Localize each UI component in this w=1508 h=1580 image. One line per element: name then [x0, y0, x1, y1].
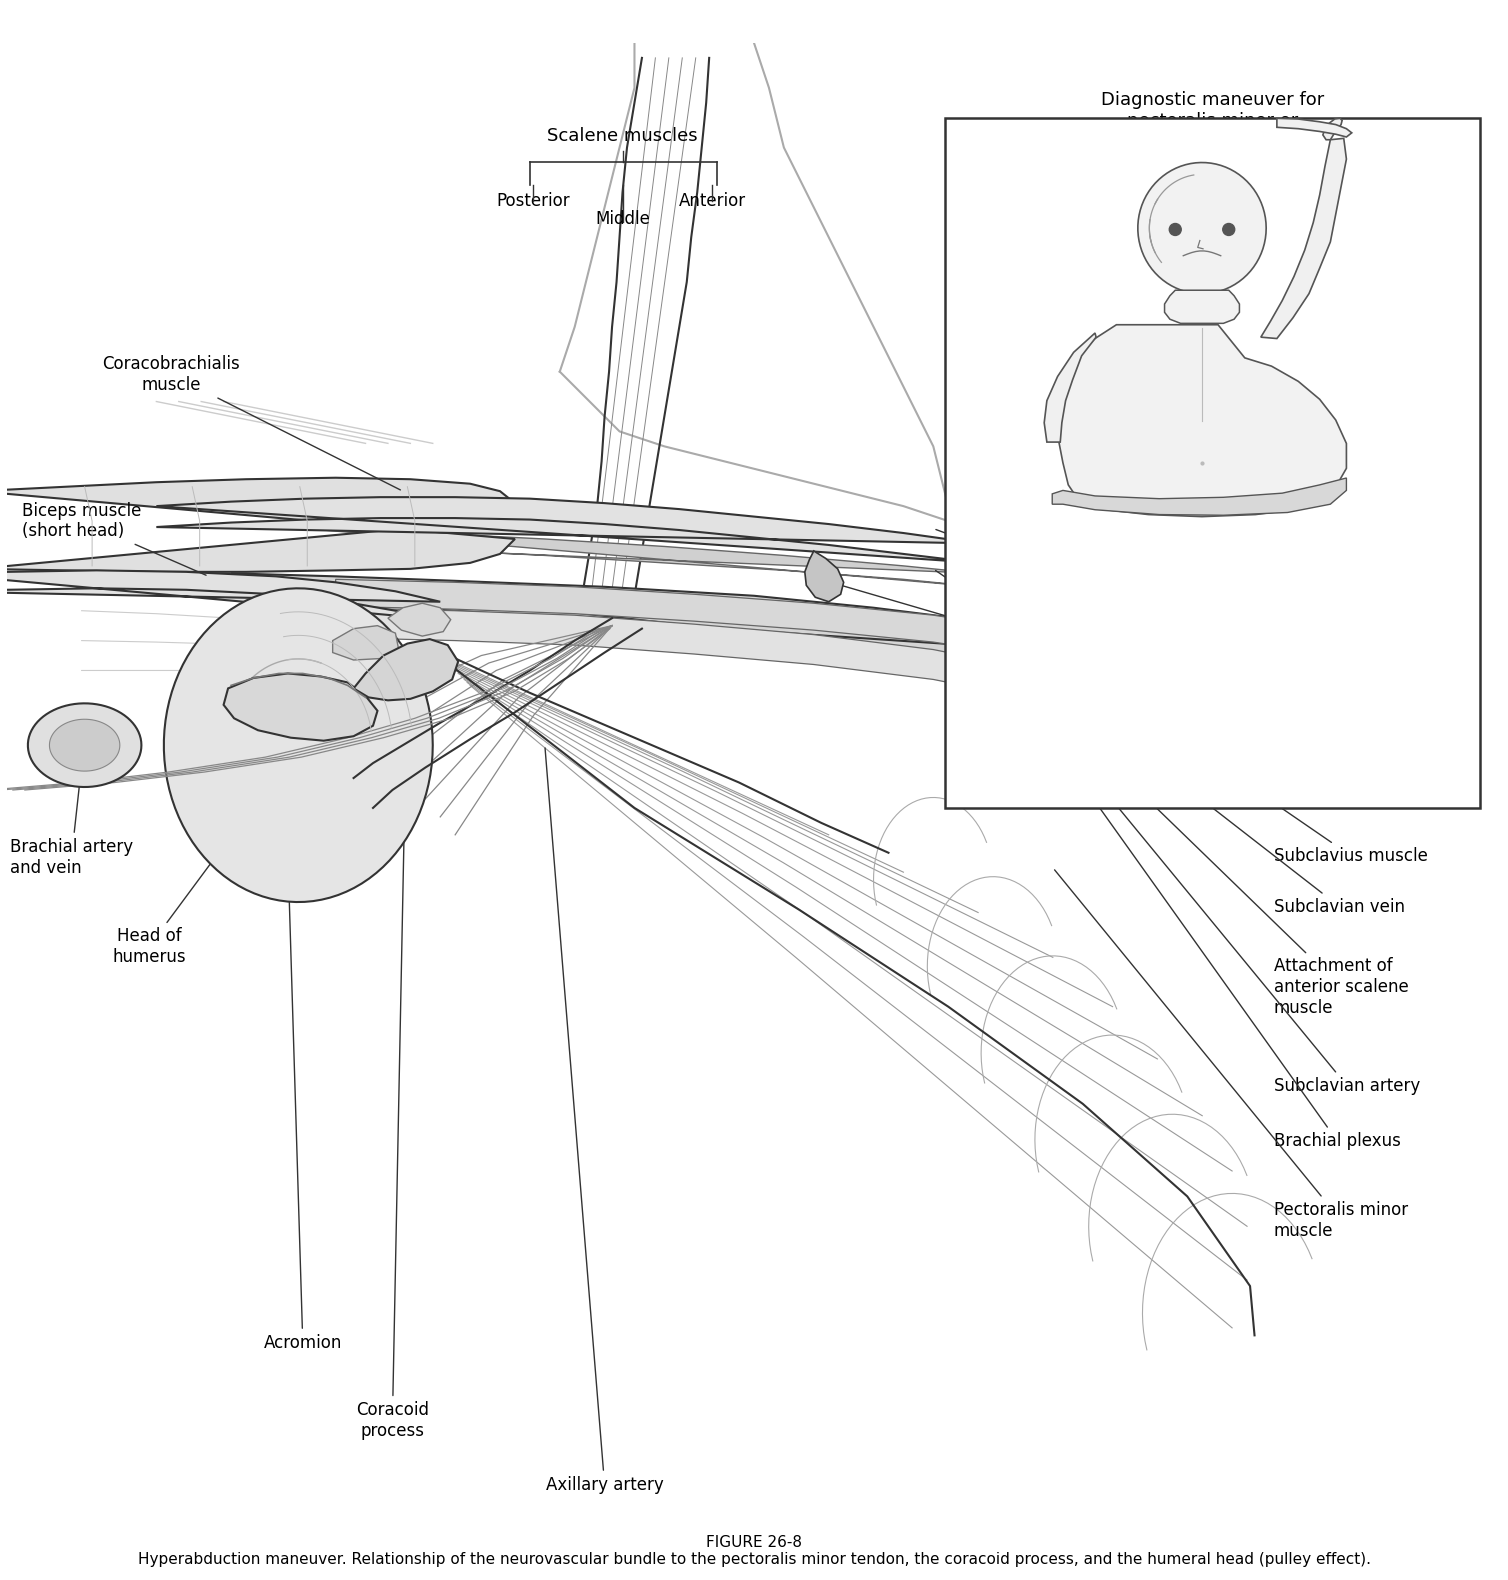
Polygon shape [1057, 325, 1347, 517]
Polygon shape [0, 570, 440, 619]
Polygon shape [353, 638, 458, 700]
Polygon shape [164, 588, 433, 902]
Polygon shape [306, 529, 979, 586]
Polygon shape [0, 477, 514, 572]
Text: Acromion: Acromion [264, 709, 342, 1352]
Text: Diagnostic maneuver for
pectoralis minor or
humeral head syndrome: Diagnostic maneuver for pectoralis minor… [1101, 90, 1324, 150]
Text: Subclavian vein: Subclavian vein [980, 627, 1405, 915]
Polygon shape [223, 673, 377, 741]
Text: Costoclavicular
ligament: Costoclavicular ligament [828, 581, 1401, 749]
Polygon shape [231, 574, 1187, 683]
Circle shape [1169, 223, 1181, 235]
Polygon shape [157, 498, 979, 562]
Text: Biceps muscle
(short head): Biceps muscle (short head) [23, 502, 207, 575]
Bar [946, 117, 1481, 807]
Text: Head of
humerus: Head of humerus [112, 747, 297, 967]
Polygon shape [336, 580, 1022, 656]
Circle shape [1223, 223, 1235, 235]
Text: Subclavius muscle: Subclavius muscle [935, 570, 1428, 864]
Polygon shape [50, 719, 119, 771]
Polygon shape [805, 551, 843, 602]
Text: First rib: First rib [1041, 649, 1336, 811]
Text: FIGURE 26-8
Hyperabduction maneuver. Relationship of the neurovascular bundle to: FIGURE 26-8 Hyperabduction maneuver. Rel… [137, 1534, 1371, 1567]
Polygon shape [1044, 333, 1096, 442]
Text: Axillary artery: Axillary artery [544, 747, 664, 1493]
Polygon shape [388, 604, 451, 637]
Polygon shape [336, 608, 1022, 697]
Text: Brachial artery
and vein: Brachial artery and vein [11, 741, 133, 877]
Text: Subclavian artery: Subclavian artery [1010, 676, 1421, 1095]
Polygon shape [1053, 479, 1347, 515]
Polygon shape [1261, 139, 1347, 338]
Text: Middle: Middle [596, 210, 650, 228]
Polygon shape [29, 703, 142, 787]
Text: Coracoid
process: Coracoid process [356, 670, 428, 1439]
Text: Clavicle: Clavicle [936, 529, 1339, 676]
Text: Pectoralis minor
muscle: Pectoralis minor muscle [1054, 871, 1408, 1240]
Text: Anterior: Anterior [679, 193, 746, 210]
Text: Coracobrachialis
muscle: Coracobrachialis muscle [103, 356, 401, 490]
Text: Scalene muscles: Scalene muscles [547, 126, 698, 144]
Polygon shape [333, 626, 398, 660]
Polygon shape [1164, 291, 1240, 324]
Polygon shape [1139, 163, 1267, 294]
Text: Attachment of
anterior scalene
muscle: Attachment of anterior scalene muscle [995, 651, 1408, 1018]
Polygon shape [1277, 118, 1351, 137]
Polygon shape [1323, 118, 1342, 139]
Text: Brachial plexus: Brachial plexus [1024, 703, 1401, 1150]
Text: Posterior: Posterior [496, 193, 570, 210]
